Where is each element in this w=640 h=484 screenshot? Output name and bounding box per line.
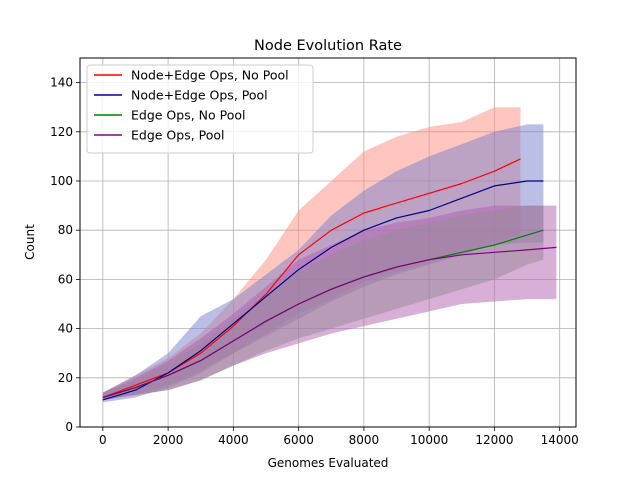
x-tick-label: 0	[99, 433, 107, 447]
y-tick-label: 20	[58, 371, 73, 385]
plot-frame	[79, 57, 577, 428]
series-lines	[102, 158, 557, 401]
chart-title: Node Evolution Rate	[254, 38, 402, 54]
axis-ticks: 0 2000 4000 6000 8000 10000 12000 14000 0 20 40 60 8…	[50, 76, 579, 447]
x-tick-label: 14000	[541, 433, 579, 447]
series-line-2	[102, 180, 544, 401]
x-tick-label: 10000	[410, 433, 448, 447]
legend: Node+Edge Ops, No Pool Node+Edge Ops, Poo…	[86, 64, 314, 154]
y-tick-label: 0	[65, 420, 73, 434]
y-axis-label: Count	[23, 224, 37, 260]
legend-label-series-1: Node+Edge Ops, No Pool	[131, 68, 289, 83]
y-tick-label: 120	[50, 125, 73, 139]
x-tick-label: 4000	[218, 433, 249, 447]
legend-label-series-3: Edge Ops, No Pool	[131, 108, 246, 123]
y-tick-label: 60	[58, 272, 73, 286]
x-axis-label: Genomes Evaluated	[268, 456, 389, 470]
x-tick-label: 12000	[475, 433, 513, 447]
legend-box	[86, 64, 314, 154]
y-tick-label: 140	[50, 76, 73, 90]
legend-label-series-4: Edge Ops, Pool	[131, 128, 225, 143]
y-tick-label: 80	[58, 223, 73, 237]
legend-label-series-2: Node+Edge Ops, Pool	[131, 88, 268, 103]
series-line-4	[102, 246, 557, 399]
x-tick-label: 8000	[349, 433, 380, 447]
x-tick-label: 2000	[153, 433, 184, 447]
y-tick-label: 40	[58, 322, 73, 336]
x-tick-label: 6000	[283, 433, 314, 447]
confidence-bands	[102, 107, 557, 403]
y-tick-label: 100	[50, 174, 73, 188]
